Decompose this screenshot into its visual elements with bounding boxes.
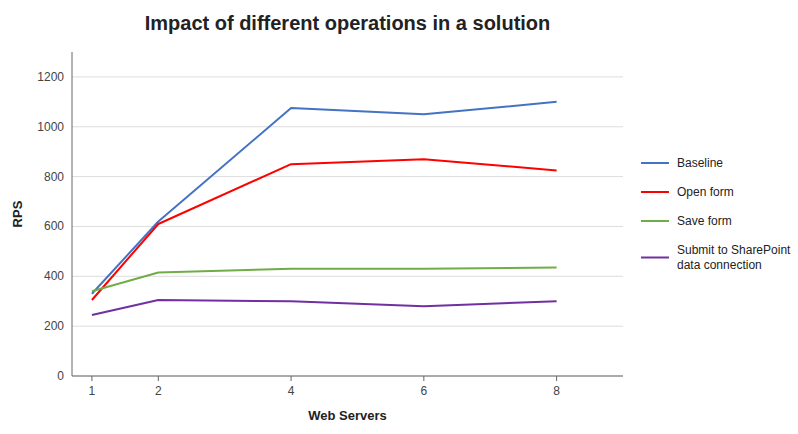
x-tick-label: 4 [288, 384, 295, 398]
series-line [92, 102, 557, 294]
grid-line [72, 376, 623, 377]
x-tick [91, 376, 92, 381]
y-axis-label: RPS [10, 200, 25, 227]
y-tick-label: 200 [44, 319, 64, 333]
legend-label: Save form [677, 214, 732, 228]
legend: Baseline Open form Save form Submit to Shar… [641, 156, 791, 272]
y-tick-label: 0 [57, 369, 64, 383]
legend-label-line: Submit to SharePoint [677, 243, 791, 257]
y-tick-label: 1000 [37, 120, 64, 134]
x-tick [423, 376, 424, 381]
legend-swatch [641, 191, 669, 193]
grid-line [72, 326, 623, 327]
x-tick-label: 1 [89, 384, 96, 398]
x-axis-line [72, 376, 623, 377]
x-tick [158, 376, 159, 381]
legend-label: Open form [677, 185, 734, 199]
series-line [92, 300, 557, 315]
x-tick-label: 2 [155, 384, 162, 398]
chart: 0 200 400 600 800 1000 1200 1 2 4 6 8 Impact of diff… [0, 0, 798, 434]
y-tick-label: 800 [44, 170, 64, 184]
legend-label-line: Baseline [677, 156, 723, 170]
y-axis-line [72, 52, 73, 376]
x-tick-label: 8 [553, 384, 560, 398]
y-tick-label: 400 [44, 269, 64, 283]
legend-label-line: Save form [677, 214, 732, 228]
grid-line [72, 76, 623, 77]
legend-label-line: Open form [677, 185, 734, 199]
x-axis-label: Web Servers [308, 408, 387, 423]
series-line [92, 159, 557, 300]
x-tick [291, 376, 292, 381]
grid-line [72, 126, 623, 127]
legend-swatch [641, 220, 669, 222]
x-tick-label: 6 [420, 384, 427, 398]
legend-label: Baseline [677, 156, 723, 170]
grid-line [72, 176, 623, 177]
series-lines [92, 102, 557, 315]
legend-swatch [641, 257, 669, 259]
y-tick-label: 1200 [37, 70, 64, 84]
y-tick-label: 600 [44, 219, 64, 233]
legend-swatch [641, 162, 669, 164]
x-tick [556, 376, 557, 381]
title: Impact of different operations in a solu… [145, 12, 551, 34]
legend-label: Submit to SharePointdata connection [677, 243, 791, 272]
grid-line [72, 276, 623, 277]
y-grid [72, 77, 623, 376]
legend-label-line: data connection [677, 258, 762, 272]
series-line [92, 268, 557, 292]
